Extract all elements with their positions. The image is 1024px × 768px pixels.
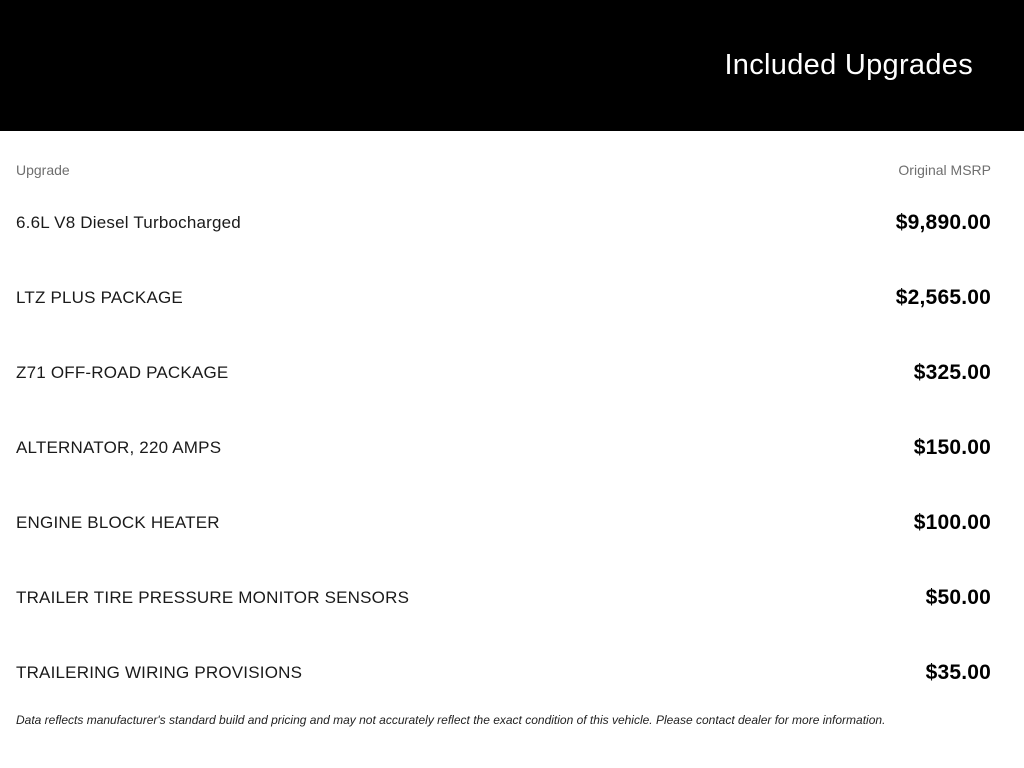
table-row: 6.6L V8 Diesel Turbocharged $9,890.00 xyxy=(16,185,991,260)
upgrade-name: TRAILER TIRE PRESSURE MONITOR SENSORS xyxy=(16,587,410,607)
upgrade-msrp: $35.00 xyxy=(925,660,991,684)
header-bar: Included Upgrades xyxy=(0,0,1024,131)
upgrade-msrp: $150.00 xyxy=(913,435,991,459)
upgrade-name: TRAILERING WIRING PROVISIONS xyxy=(16,662,303,682)
upgrade-msrp: $2,565.00 xyxy=(895,285,991,309)
disclaimer-text: Data reflects manufacturer's standard bu… xyxy=(16,713,886,727)
upgrade-msrp: $100.00 xyxy=(913,510,991,534)
page-title: Included Upgrades xyxy=(724,49,973,81)
column-header-upgrade: Upgrade xyxy=(16,162,70,178)
upgrade-name: ALTERNATOR, 220 AMPS xyxy=(16,437,222,457)
upgrade-name: 6.6L V8 Diesel Turbocharged xyxy=(16,212,241,232)
upgrade-name: ENGINE BLOCK HEATER xyxy=(16,512,220,532)
column-header-original-msrp: Original MSRP xyxy=(898,162,991,178)
table-row: Z71 OFF-ROAD PACKAGE $325.00 xyxy=(16,335,991,410)
upgrade-msrp: $325.00 xyxy=(913,360,991,384)
table-row: TRAILERING WIRING PROVISIONS $35.00 xyxy=(16,635,991,710)
table-row: LTZ PLUS PACKAGE $2,565.00 xyxy=(16,260,991,335)
upgrade-name: Z71 OFF-ROAD PACKAGE xyxy=(16,362,229,382)
upgrades-table: Upgrade Original MSRP 6.6L V8 Diesel Tur… xyxy=(16,131,991,727)
upgrade-name: LTZ PLUS PACKAGE xyxy=(16,287,183,307)
table-row: ALTERNATOR, 220 AMPS $150.00 xyxy=(16,410,991,485)
table-header-row: Upgrade Original MSRP xyxy=(16,131,991,185)
upgrade-msrp: $9,890.00 xyxy=(895,210,991,234)
upgrade-msrp: $50.00 xyxy=(925,585,991,609)
table-row: ENGINE BLOCK HEATER $100.00 xyxy=(16,485,991,560)
table-row: TRAILER TIRE PRESSURE MONITOR SENSORS $5… xyxy=(16,560,991,635)
